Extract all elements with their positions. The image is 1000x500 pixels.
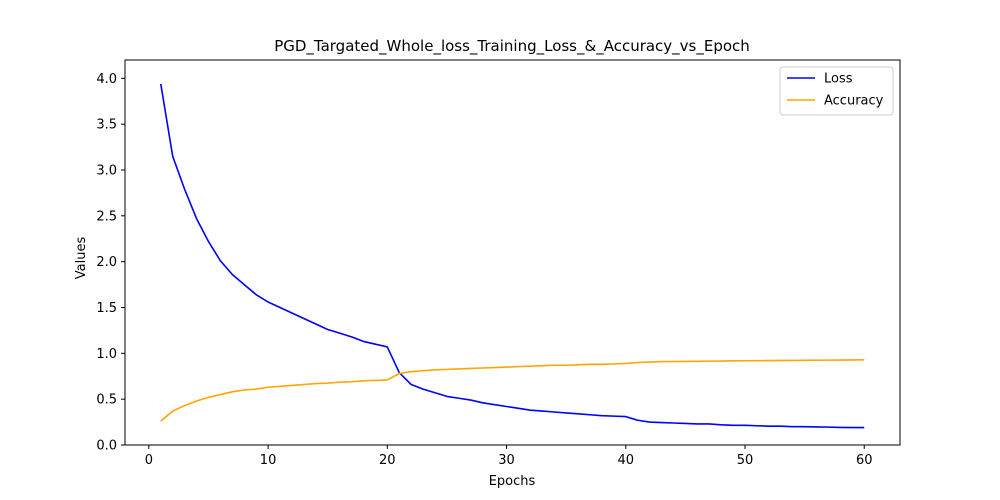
- y-tick-label: 0.0: [96, 439, 117, 454]
- chart-title: PGD_Targated_Whole_loss_Training_Loss_&_…: [274, 37, 750, 56]
- plot-frame: [124, 59, 901, 446]
- x-tick-label: 20: [379, 453, 396, 468]
- x-tick-label: 60: [856, 453, 873, 468]
- series-lines: [159, 83, 865, 429]
- y-axis-title: Values: [74, 237, 89, 280]
- y-tick-label: 2.5: [96, 209, 117, 224]
- legend: Loss Accuracy: [779, 66, 894, 116]
- x-axis: 0 10 20 30 40 50 60: [145, 445, 873, 468]
- y-tick-label: 4.0: [96, 72, 117, 87]
- x-tick-label: 40: [617, 453, 634, 468]
- legend-box: [779, 66, 894, 116]
- legend-label-loss: Loss: [824, 72, 853, 87]
- y-tick-label: 1.0: [96, 347, 117, 362]
- x-axis-title: Epochs: [489, 474, 536, 489]
- x-tick-label: 50: [737, 453, 754, 468]
- series-line-loss: [159, 83, 865, 429]
- x-tick-label: 10: [260, 453, 277, 468]
- series-line-accuracy: [160, 359, 865, 422]
- legend-label-accuracy: Accuracy: [824, 94, 884, 109]
- x-tick-label: 30: [498, 453, 515, 468]
- y-tick-label: 0.5: [96, 393, 117, 408]
- y-axis: 0.0 0.5 1.0 1.5 2.0 2.5 3.0 3.5 4.0: [96, 72, 125, 454]
- y-tick-label: 3.0: [96, 164, 117, 179]
- y-tick-label: 2.0: [96, 255, 117, 270]
- y-tick-label: 1.5: [96, 301, 117, 316]
- y-tick-label: 3.5: [96, 118, 117, 133]
- x-tick-label: 0: [145, 453, 153, 468]
